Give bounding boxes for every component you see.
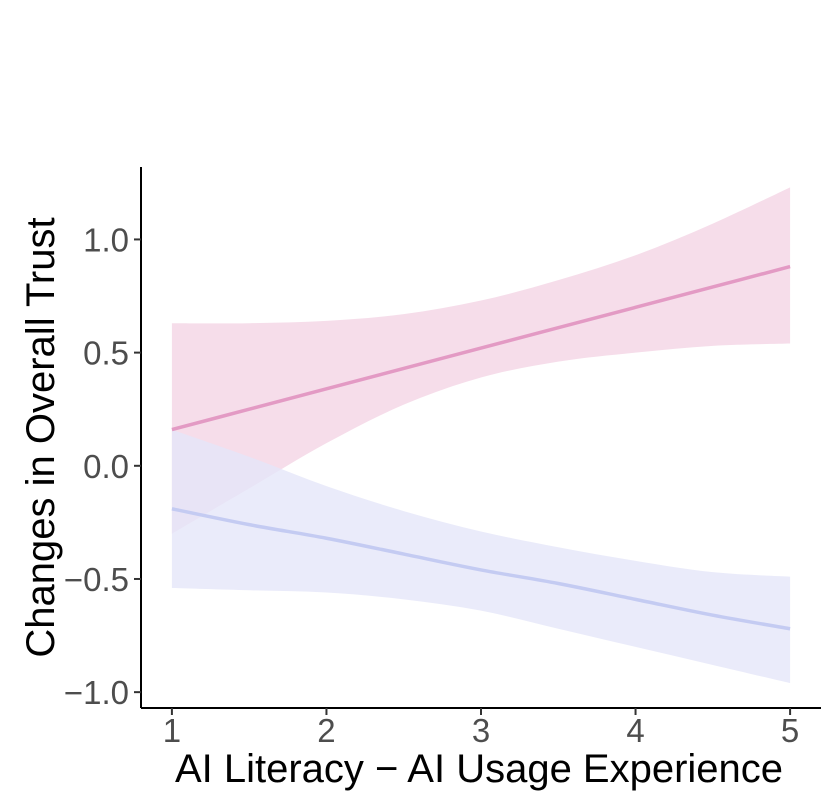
y-tick-label: 1.0 xyxy=(83,221,129,258)
y-tick-label: −0.5 xyxy=(64,561,129,598)
x-tick-label: 4 xyxy=(626,712,644,749)
y-tick-label: 0.0 xyxy=(83,448,129,485)
y-axis-ticks: 1.0 0.5 0.0 −0.5 −1.0 xyxy=(64,221,141,711)
series-line-1 xyxy=(171,264,791,432)
x-axis-title: AI Literacy − AI Usage Experience xyxy=(175,747,783,791)
x-tick-label: 1 xyxy=(163,712,181,749)
y-axis-title: Changes in Overall Trust xyxy=(19,217,63,657)
series-lines xyxy=(171,264,791,631)
confidence-band-1 xyxy=(171,187,791,534)
y-tick-label: −1.0 xyxy=(64,674,129,711)
confidence-bands xyxy=(171,187,791,684)
x-axis-ticks: 1 2 3 4 5 xyxy=(163,708,799,749)
confidence-band-2 xyxy=(171,429,791,684)
series-line-2 xyxy=(171,507,791,631)
x-tick-label: 3 xyxy=(472,712,490,749)
x-tick-label: 5 xyxy=(781,712,799,749)
x-tick-label: 2 xyxy=(317,712,335,749)
y-tick-label: 0.5 xyxy=(83,335,129,372)
